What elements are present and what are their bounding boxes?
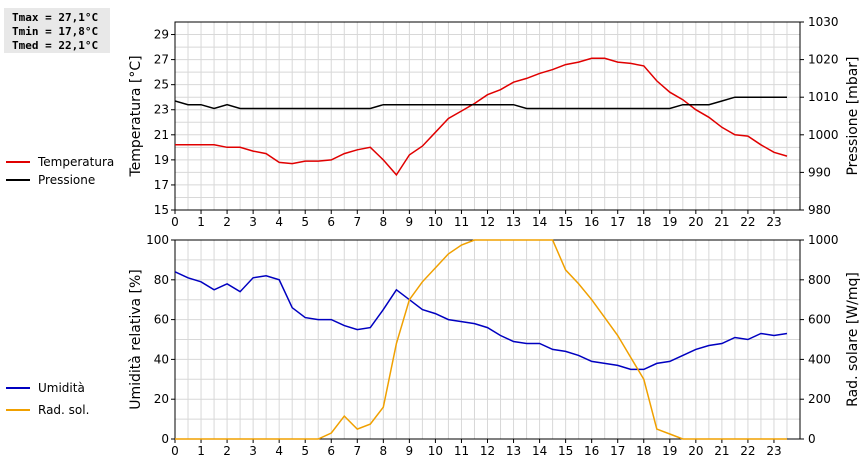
x-tick-label: 20 <box>688 444 703 458</box>
x-tick-label: 18 <box>636 444 651 458</box>
y-tick-label-right: 1010 <box>808 90 839 104</box>
y-tick-label-right: 0 <box>808 432 816 446</box>
y-tick-label-left: 15 <box>154 203 169 217</box>
x-tick-label: 17 <box>610 215 625 229</box>
x-tick-label: 5 <box>301 444 309 458</box>
x-tick-label: 22 <box>740 444 755 458</box>
x-tick-label: 4 <box>275 444 283 458</box>
x-tick-label: 6 <box>327 215 335 229</box>
y-tick-label-right: 980 <box>808 203 831 217</box>
y-tick-label-right: 1000 <box>808 128 839 142</box>
x-tick-label: 0 <box>171 444 179 458</box>
x-tick-label: 12 <box>480 215 495 229</box>
summary-box: Tmax = 27,1°C Tmin = 17,8°C Tmed = 22,1°… <box>4 8 110 53</box>
legend-label: Rad. sol. <box>38 403 89 417</box>
x-tick-label: 13 <box>506 215 521 229</box>
y-axis-title-right: Rad. solare [W/mq] <box>845 272 860 407</box>
y-tick-label-left: 100 <box>146 233 169 247</box>
y-tick-label-left: 60 <box>154 313 169 327</box>
tmed-text: Tmed = 22,1°C <box>12 39 99 52</box>
x-tick-label: 0 <box>171 215 179 229</box>
y-tick-label-right: 1020 <box>808 53 839 67</box>
series-line-umidit <box>175 271 788 371</box>
x-tick-label: 9 <box>406 215 414 229</box>
x-tick-label: 20 <box>688 215 703 229</box>
x-tick-label: 17 <box>610 444 625 458</box>
tmax-text: Tmax = 27,1°C <box>12 11 99 24</box>
y-tick-label-right: 400 <box>808 352 831 366</box>
x-tick-label: 5 <box>301 215 309 229</box>
y-tick-label-right: 200 <box>808 392 831 406</box>
y-tick-label-left: 80 <box>154 273 169 287</box>
x-tick-label: 21 <box>714 215 729 229</box>
x-tick-label: 23 <box>766 444 781 458</box>
x-tick-label: 8 <box>380 444 388 458</box>
series-line-rad-sol <box>175 239 787 440</box>
x-tick-label: 16 <box>584 215 599 229</box>
x-tick-label: 11 <box>454 215 469 229</box>
x-tick-label: 2 <box>223 215 231 229</box>
x-tick-label: 19 <box>662 444 677 458</box>
x-tick-label: 3 <box>249 215 257 229</box>
x-tick-label: 21 <box>714 444 729 458</box>
y-tick-label-left: 20 <box>154 392 169 406</box>
x-tick-label: 7 <box>353 444 361 458</box>
y-tick-label-left: 27 <box>154 53 169 67</box>
y-tick-label-left: 25 <box>154 78 169 92</box>
grid-hum <box>174 239 801 440</box>
legend-label: Umidità <box>38 381 85 395</box>
y-tick-label-left: 0 <box>161 432 169 446</box>
y-tick-label-right: 800 <box>808 273 831 287</box>
x-tick-label: 9 <box>406 444 414 458</box>
x-tick-label: 4 <box>275 215 283 229</box>
x-tick-label: 7 <box>353 215 361 229</box>
x-tick-label: 14 <box>532 444 547 458</box>
x-tick-label: 18 <box>636 215 651 229</box>
x-tick-label: 1 <box>197 215 205 229</box>
x-tick-label: 16 <box>584 444 599 458</box>
x-tick-label: 12 <box>480 444 495 458</box>
x-tick-label: 14 <box>532 215 547 229</box>
series-line-pressione <box>175 96 787 110</box>
legend-label: Pressione <box>38 173 95 187</box>
x-tick-label: 23 <box>766 215 781 229</box>
y-tick-label-left: 19 <box>154 153 169 167</box>
legend-label: Temperatura <box>37 155 114 169</box>
y-tick-label-right: 1030 <box>808 15 839 29</box>
x-tick-label: 10 <box>428 215 443 229</box>
x-tick-label: 19 <box>662 215 677 229</box>
x-tick-label: 22 <box>740 215 755 229</box>
y-axis-title-left: Umidità relativa [%] <box>128 269 144 410</box>
y-tick-label-right: 1000 <box>808 233 839 247</box>
y-tick-label-right: 990 <box>808 165 831 179</box>
x-tick-label: 15 <box>558 444 573 458</box>
y-tick-label-left: 17 <box>154 178 169 192</box>
x-tick-label: 6 <box>327 444 335 458</box>
series-line-temperatura <box>175 57 788 177</box>
x-tick-label: 8 <box>380 215 388 229</box>
y-tick-label-left: 40 <box>154 352 169 366</box>
x-tick-label: 13 <box>506 444 521 458</box>
y-axis-title-left: Temperatura [°C] <box>128 55 144 177</box>
x-tick-label: 11 <box>454 444 469 458</box>
y-tick-label-left: 21 <box>154 128 169 142</box>
x-tick-label: 10 <box>428 444 443 458</box>
grid-temp <box>174 21 801 211</box>
y-tick-label-left: 23 <box>154 103 169 117</box>
x-tick-label: 3 <box>249 444 257 458</box>
y-tick-label-right: 600 <box>808 313 831 327</box>
y-axis-title-right: Pressione [mbar] <box>845 56 860 175</box>
y-tick-label-left: 29 <box>154 28 169 42</box>
x-tick-label: 15 <box>558 215 573 229</box>
x-tick-label: 1 <box>197 444 205 458</box>
x-tick-label: 2 <box>223 444 231 458</box>
tmin-text: Tmin = 17,8°C <box>12 25 99 38</box>
